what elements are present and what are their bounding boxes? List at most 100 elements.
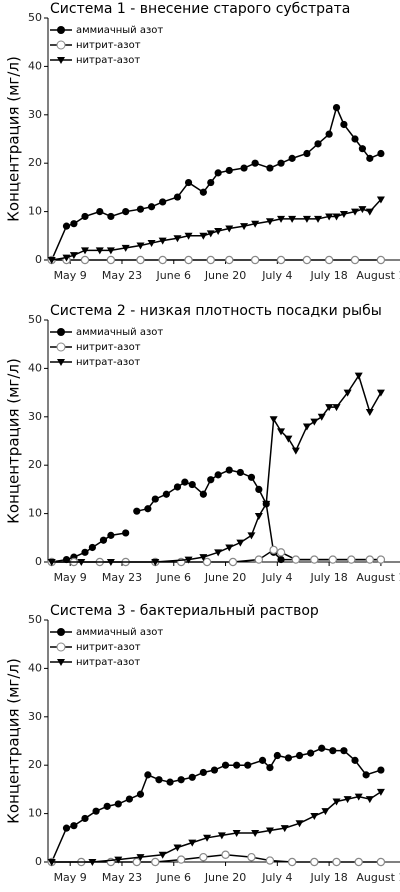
marker [176, 855, 186, 864]
marker [247, 852, 256, 862]
marker [144, 771, 152, 779]
marker [302, 215, 311, 223]
marker [340, 747, 348, 755]
marker [376, 255, 386, 265]
marker [251, 829, 260, 837]
marker [358, 145, 367, 153]
marker [254, 513, 263, 521]
marker [365, 796, 374, 804]
marker [288, 215, 297, 223]
marker [310, 418, 319, 426]
marker [314, 140, 322, 148]
y-tick-label: 50 [28, 11, 42, 24]
marker [159, 198, 167, 206]
marker [295, 751, 304, 760]
marker [365, 408, 374, 416]
marker [214, 169, 222, 177]
marker [339, 211, 348, 219]
y-tick-label: 20 [28, 156, 42, 169]
marker [221, 761, 230, 769]
x-tick-label: August 1 [356, 571, 400, 584]
marker [92, 807, 100, 815]
marker [329, 747, 337, 755]
marker [332, 213, 341, 221]
marker [376, 788, 385, 796]
legend-label: нитрит-азот [76, 342, 141, 353]
marker [47, 859, 56, 866]
marker [284, 435, 293, 443]
marker [77, 559, 86, 566]
marker [214, 227, 223, 235]
marker [69, 252, 78, 260]
marker [122, 208, 130, 216]
marker [358, 206, 367, 214]
marker [47, 257, 56, 264]
x-tick-label: May 9 [54, 269, 87, 282]
marker [310, 555, 319, 564]
marker [181, 478, 189, 486]
marker [80, 255, 90, 265]
marker [332, 798, 341, 806]
marker [340, 120, 348, 129]
legend-label: аммиачный азот [76, 627, 163, 638]
marker [62, 824, 71, 832]
marker [207, 178, 215, 187]
y-tick-label: 10 [28, 507, 42, 520]
series-line [51, 105, 382, 261]
x-tick-label: July 4 [261, 571, 292, 584]
marker [377, 766, 385, 774]
marker [70, 220, 78, 228]
y-tick-label: 20 [28, 758, 42, 771]
marker [354, 372, 363, 380]
x-tick-label: August 1 [356, 269, 400, 282]
marker [221, 850, 230, 859]
y-tick-label: 40 [28, 59, 42, 72]
marker [188, 773, 196, 781]
marker [310, 813, 319, 821]
marker [62, 254, 71, 262]
chart-title: Система 2 - низкая плотность посадки рыб… [50, 303, 382, 319]
marker [147, 203, 156, 211]
x-tick-label: June 6 [156, 571, 191, 584]
marker [136, 242, 145, 250]
marker [351, 135, 359, 143]
marker [262, 500, 271, 508]
y-tick-label: 30 [28, 410, 42, 423]
marker [184, 232, 193, 240]
marker [277, 428, 286, 436]
marker [88, 543, 96, 552]
marker [236, 468, 244, 477]
marker [206, 230, 215, 238]
marker [280, 825, 289, 833]
marker [225, 225, 234, 233]
marker [188, 839, 197, 847]
marker [214, 471, 222, 479]
x-tick-label: May 9 [54, 871, 87, 884]
x-tick-label: June 20 [204, 269, 246, 282]
marker [354, 793, 363, 801]
marker [103, 802, 111, 810]
marker [228, 557, 238, 567]
marker [351, 756, 359, 764]
marker [362, 771, 370, 779]
marker [207, 476, 215, 484]
marker [173, 844, 182, 852]
marker [236, 539, 245, 547]
x-tick-label: May 23 [102, 871, 142, 884]
marker [136, 255, 145, 265]
series-line [51, 532, 126, 563]
marker [332, 103, 341, 112]
marker [328, 555, 338, 564]
marker [240, 223, 249, 231]
marker [250, 255, 260, 265]
marker [151, 559, 160, 566]
marker [188, 480, 196, 489]
marker [202, 557, 212, 567]
y-tick-label: 30 [28, 710, 42, 723]
y-tick-label: 0 [35, 555, 42, 568]
marker [302, 255, 312, 265]
marker [214, 549, 223, 557]
marker [166, 778, 174, 786]
legend-label: нитрит-азот [76, 40, 141, 51]
